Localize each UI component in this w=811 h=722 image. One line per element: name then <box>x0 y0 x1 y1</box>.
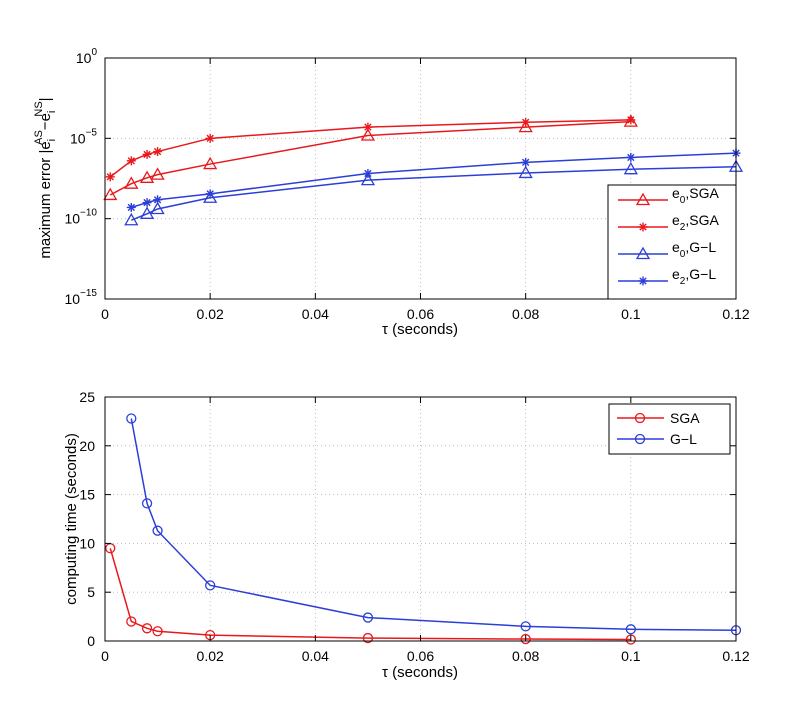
ax2-y-tick-label: 20 <box>79 438 95 454</box>
ax1-series-point-1 <box>205 133 215 143</box>
ax1-series-point-1 <box>153 147 163 157</box>
error-legend-marker-1 <box>638 222 648 232</box>
time-series <box>105 413 742 645</box>
time-legend-label-1: G−L <box>670 431 697 447</box>
error-legend-label-2: e0,G−L <box>672 239 716 260</box>
time-legend-label-0: SGA <box>670 410 700 426</box>
ax2-x-tick-label: 0.06 <box>407 648 434 664</box>
ax1-series-point-2 <box>518 165 533 179</box>
ax1-series-point-1 <box>521 117 531 127</box>
ax2-series-point-0 <box>141 623 153 634</box>
ax1-series-point-3 <box>205 189 215 199</box>
ax2-series-point-0 <box>520 633 531 645</box>
ax1-series-point-3 <box>126 202 136 212</box>
error-legend-marker-0 <box>635 192 651 206</box>
time-x-axis-label: τ (seconds) <box>382 664 458 681</box>
time-x-ticks: 0 0.02 0.04 0.06 0.08 0.1 0.12 <box>101 397 750 664</box>
error-x-axis-label: τ (seconds) <box>382 321 458 338</box>
error-y-ticks: 100 10−5 10−10 10−15 <box>64 47 736 307</box>
time-y-axis-label: computing time (seconds) <box>63 433 80 605</box>
ax2-x-tick-label: 0.02 <box>197 648 224 664</box>
ax2-y-tick-label: 25 <box>79 389 95 405</box>
ax1-series-point-3 <box>363 168 373 178</box>
ax1-series-point-3 <box>626 152 636 162</box>
ax1-series-point-0 <box>518 119 533 133</box>
ax2-series-point-1 <box>362 612 374 623</box>
ax1-series-point-0 <box>623 114 638 127</box>
ax1-y-tick-label: 100 <box>76 47 98 66</box>
ax2-x-tick-label: 0.1 <box>621 648 641 664</box>
ax1-series-point-2 <box>124 212 139 226</box>
ax1-series-point-1 <box>363 122 373 132</box>
ax1-x-tick-label: 0.08 <box>512 306 539 322</box>
ax1-series-point-0 <box>150 167 165 180</box>
time-y-ticks: 0 5 10 15 20 25 <box>79 389 736 649</box>
ax1-series-point-0 <box>360 128 376 141</box>
ax1-series-point-2 <box>360 172 376 186</box>
ax2-y-tick-label: 5 <box>87 584 95 600</box>
ax2-x-tick-label: 0.12 <box>722 648 749 664</box>
error-legend-label-1: e2,SGA <box>672 212 719 233</box>
time-legend: SGA G−L <box>608 403 731 455</box>
ax1-x-tick-label: 0.02 <box>197 306 224 322</box>
ax2-series-point-0 <box>126 616 137 627</box>
ax2-x-tick-label: 0.08 <box>512 648 539 664</box>
error-legend-label-0: e0,SGA <box>672 185 719 206</box>
ax1-series-point-0 <box>203 156 218 170</box>
ax1-x-tick-label: 0.12 <box>722 306 749 322</box>
ax2-series-point-1 <box>625 624 636 635</box>
error-legend-marker-2 <box>635 246 651 260</box>
ax1-series-point-2 <box>150 201 165 215</box>
ax2-x-tick-label: 0 <box>101 648 109 664</box>
ax1-series-point-0 <box>124 176 139 189</box>
ax2-series-point-0 <box>152 626 163 637</box>
error-legend-marker-3 <box>638 276 648 286</box>
ax1-series-point-1 <box>126 156 136 166</box>
ax1-y-tick-label: 10−10 <box>64 208 97 227</box>
ax1-series-point-2 <box>623 161 638 175</box>
ax1-series-point-3 <box>153 195 163 205</box>
error-legend: e0,SGA e2,SGA e0,G−L e2,G−L <box>607 184 737 300</box>
ax1-y-tick-label: 10−15 <box>64 288 97 307</box>
ax1-x-tick-label: 0.06 <box>407 306 434 322</box>
ax2-y-tick-label: 10 <box>79 535 95 551</box>
error-series <box>103 114 744 226</box>
ax1-series-point-1 <box>142 149 152 159</box>
ax1-series-point-2 <box>139 206 155 219</box>
error-legend-label-3: e2,G−L <box>672 266 716 287</box>
ax2-y-tick-label: 0 <box>87 633 95 649</box>
ax1-y-tick-label: 10−5 <box>70 127 97 146</box>
ax2-series-point-1 <box>152 525 163 536</box>
ax1-x-tick-label: 0.1 <box>621 306 641 322</box>
ax1-x-tick-label: 0 <box>101 306 109 322</box>
ax1-series-point-1 <box>105 172 115 182</box>
ax2-y-tick-label: 15 <box>79 487 95 503</box>
ax2-series-point-0 <box>362 632 374 644</box>
ax2-series-point-1 <box>205 580 216 591</box>
error-x-ticks: 0 0.02 0.04 0.06 0.08 0.1 0.12 <box>101 58 750 322</box>
ax1-series-point-3 <box>521 157 531 167</box>
ax1-series-point-1 <box>626 115 636 125</box>
ax2-series-point-1 <box>141 498 153 509</box>
ax1-x-tick-label: 0.04 <box>302 306 329 322</box>
time-legend-box <box>608 403 731 455</box>
ax1-series-point-0 <box>139 170 155 183</box>
error-subplot: 0 0.02 0.04 0.06 0.08 0.1 0.12 100 10−5 10−10 10−… <box>33 47 750 338</box>
ax1-series-point-0 <box>103 187 118 201</box>
error-y-axis-label: maximum error |eiAS−eiNS| <box>33 97 58 258</box>
ax1-series-line-1 <box>109 119 631 178</box>
time-legend-marker-0 <box>634 412 646 424</box>
ax2-x-tick-label: 0.04 <box>302 648 329 664</box>
ax1-series-point-3 <box>142 198 152 208</box>
ax2-series-line-0 <box>109 548 631 641</box>
time-subplot: 0 0.02 0.04 0.06 0.08 0.1 0.12 0 5 10 15 20 25 τ (s… <box>63 389 750 681</box>
error-legend-box <box>607 184 737 300</box>
ax2-series-point-1 <box>520 621 531 632</box>
ax1-series-line-2 <box>131 166 737 221</box>
ax2-series-point-1 <box>126 413 137 424</box>
time-legend-marker-1 <box>634 433 646 445</box>
